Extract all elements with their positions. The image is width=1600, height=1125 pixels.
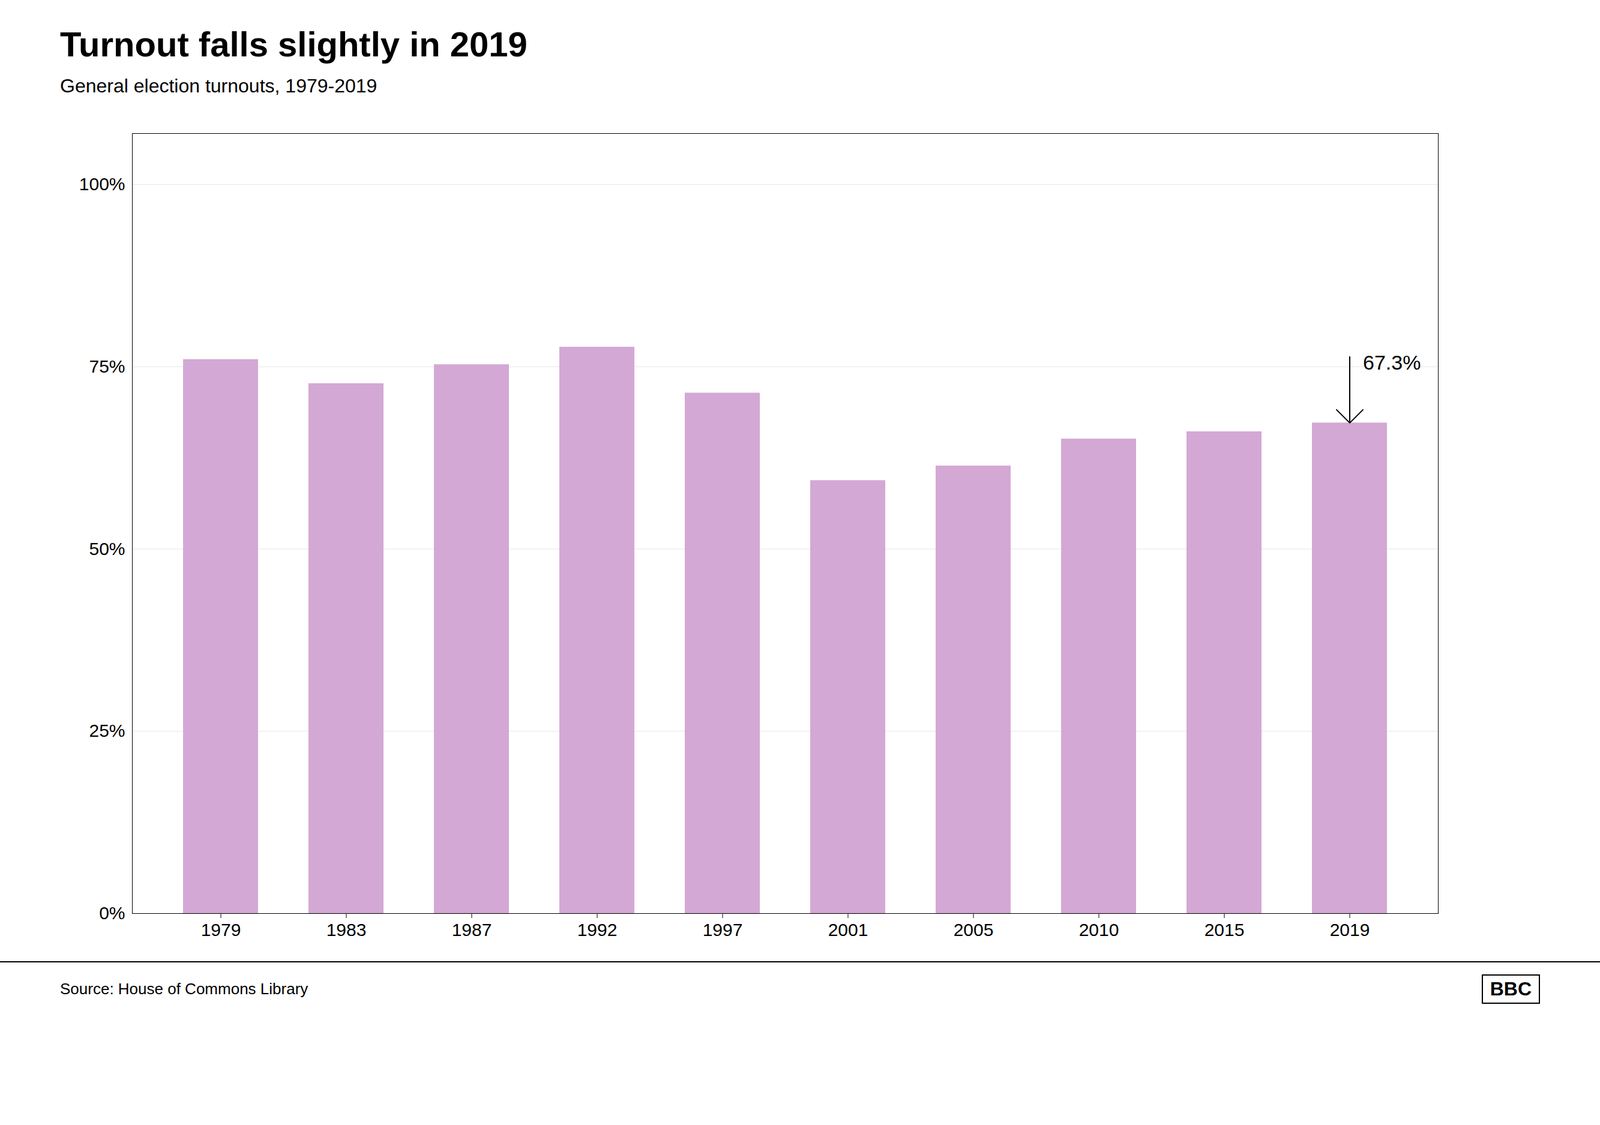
svg-text:2010: 2010 [1079, 920, 1120, 940]
svg-text:25%: 25% [88, 720, 125, 741]
svg-text:1992: 1992 [577, 920, 618, 940]
html-text:BBC: BBC [1489, 978, 1532, 1000]
svg-text:100%: 100% [79, 174, 126, 194]
svg-text:1997: 1997 [702, 920, 743, 940]
html-text:General election turnouts, 197: General election turnouts, 1979-2019 [60, 75, 378, 97]
svg-text:75%: 75% [88, 356, 125, 377]
svg-text:1983: 1983 [326, 920, 367, 940]
svg-text:2005: 2005 [953, 920, 994, 940]
svg-text:50%: 50% [88, 538, 125, 559]
html-text:Turnout falls slightly in 2019: Turnout falls slightly in 2019 [60, 24, 528, 64]
svg-text:1979: 1979 [201, 920, 242, 940]
svg-text:2015: 2015 [1204, 920, 1245, 940]
html-text:Source: House of Commons Libra: Source: House of Commons Library [60, 980, 309, 999]
svg-text:2019: 2019 [1329, 920, 1371, 940]
svg-text:67.3%: 67.3% [1362, 351, 1421, 374]
svg-text:2001: 2001 [828, 920, 869, 940]
svg-text:0%: 0% [99, 903, 125, 924]
svg-text:1987: 1987 [451, 920, 493, 940]
